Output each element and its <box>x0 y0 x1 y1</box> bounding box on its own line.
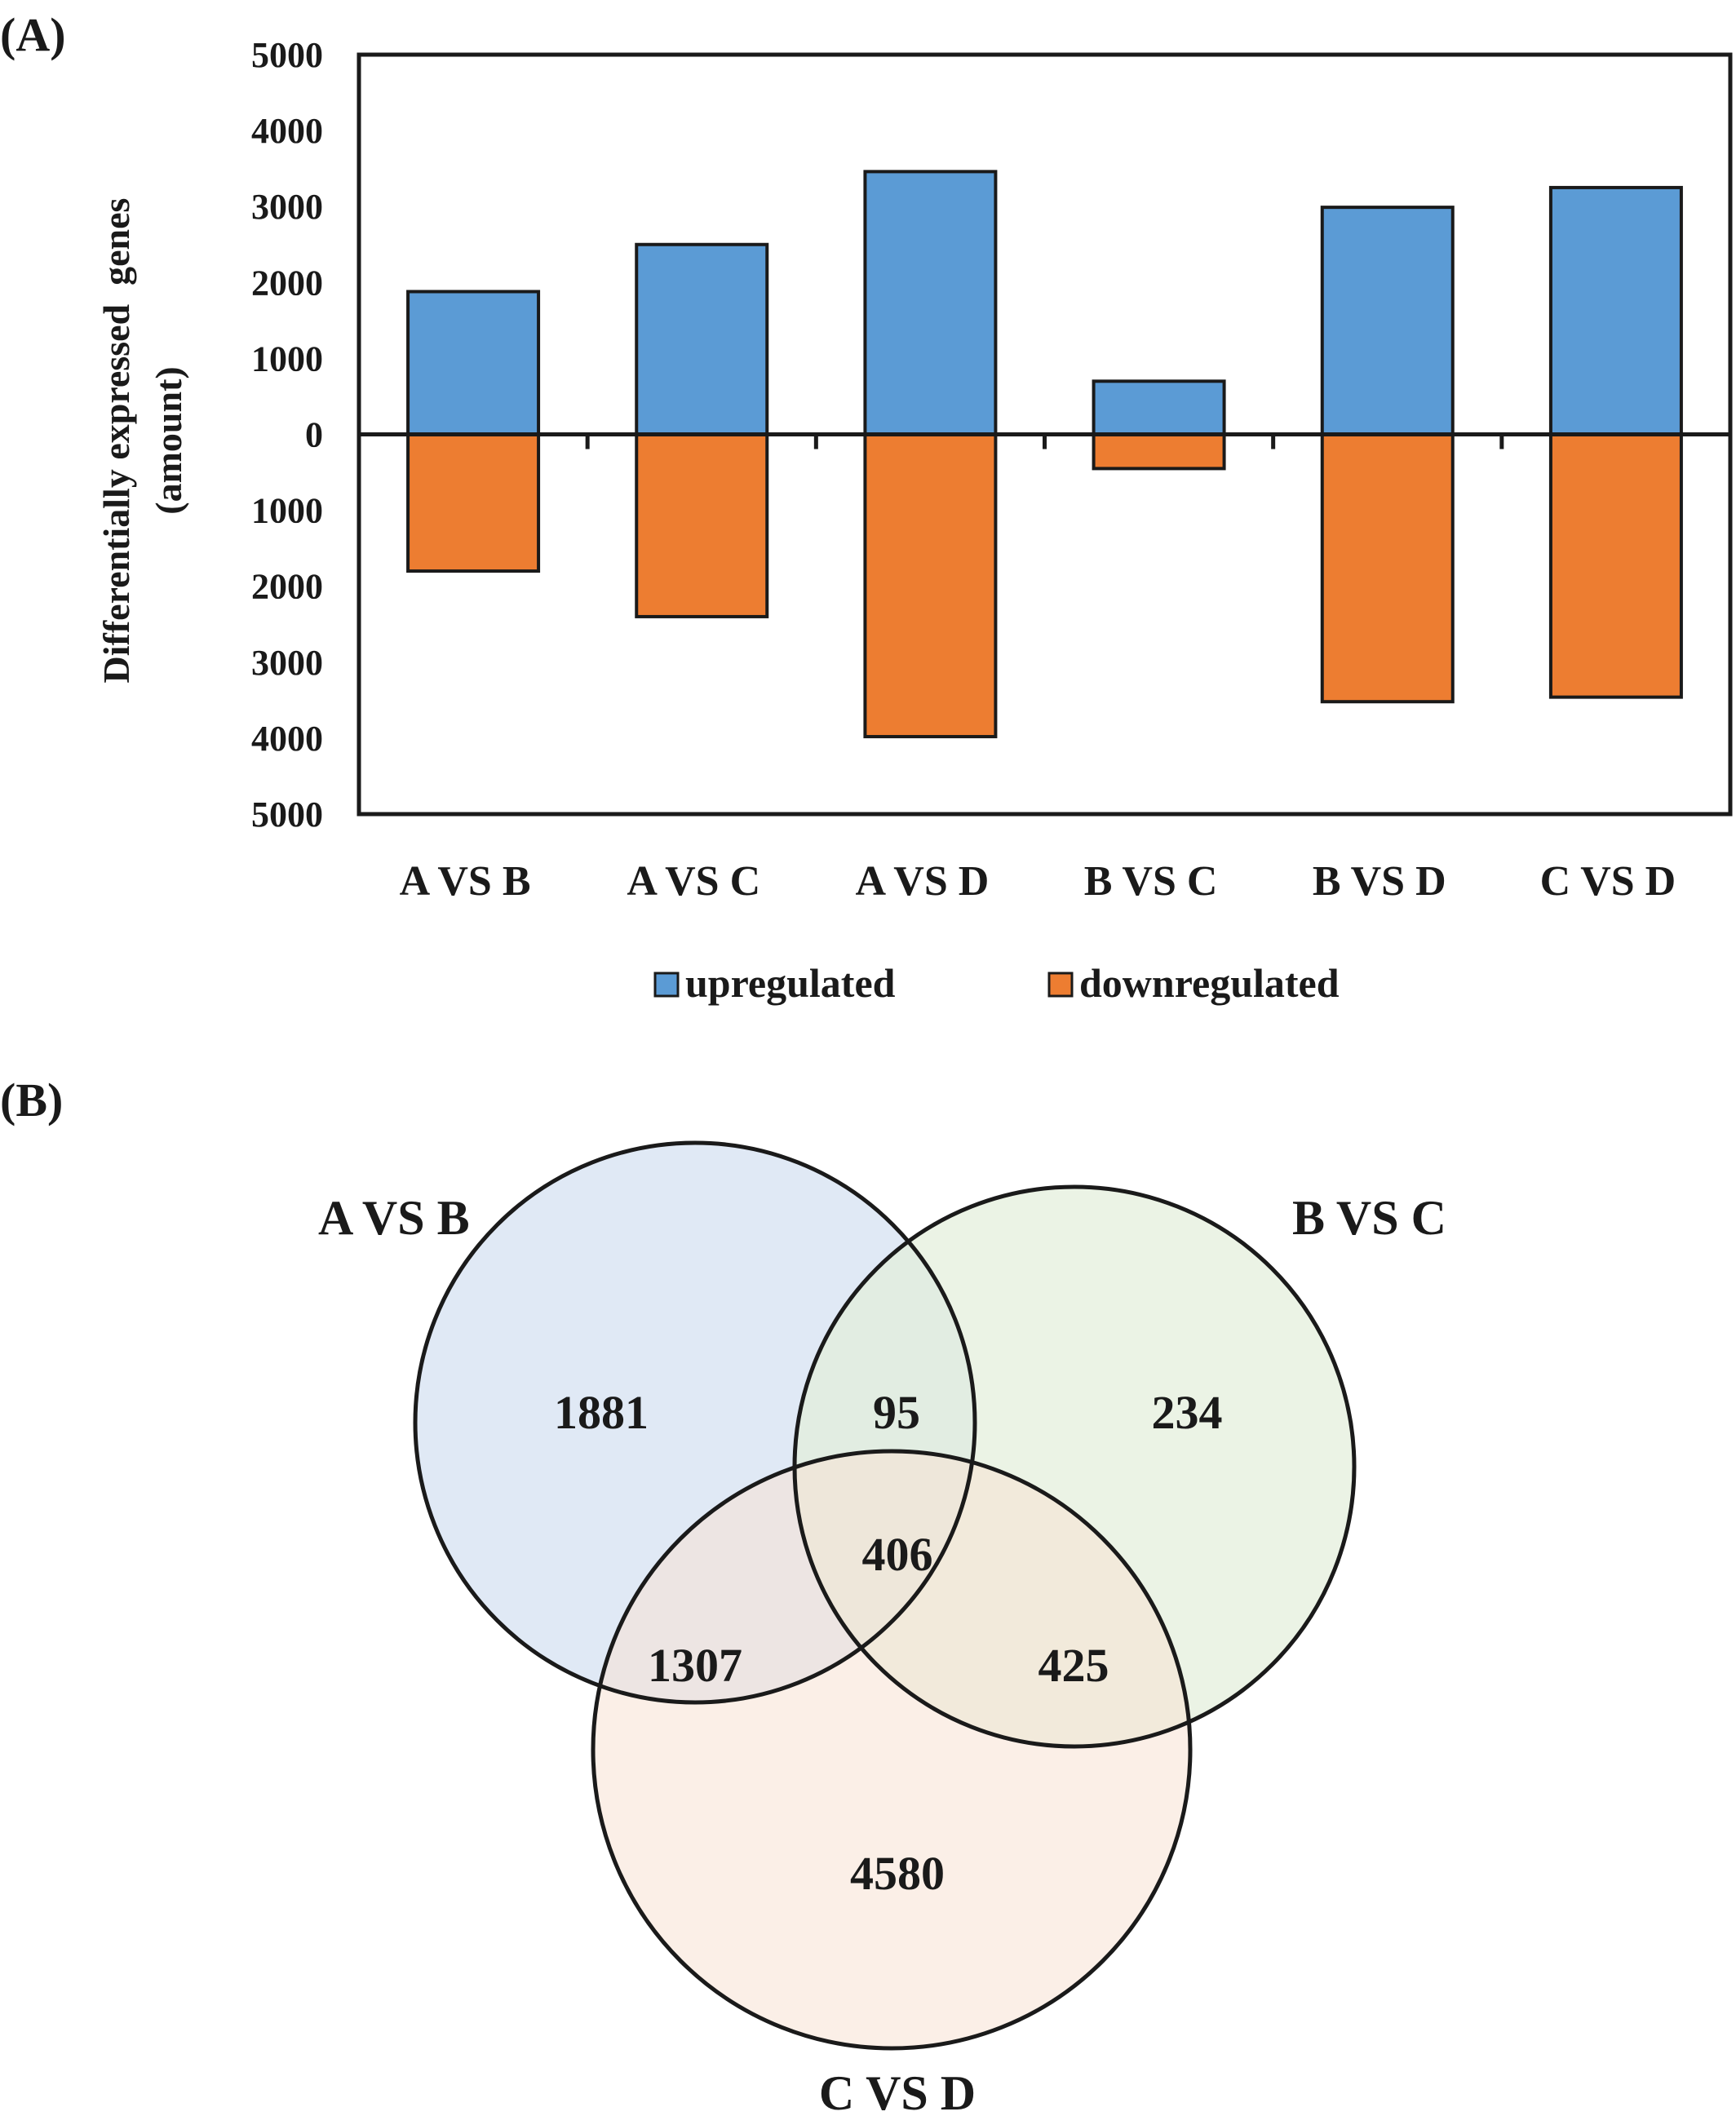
bar-upregulated <box>635 242 769 436</box>
panel-a-label: (A) <box>0 8 66 61</box>
y-axis-title: Differentially expressed genes (amount) <box>95 198 189 684</box>
y-tick-label: 4000 <box>251 719 323 759</box>
legend: upregulated downregulated <box>653 960 1340 1006</box>
y-axis-title-line1: Differentially expressed genes <box>95 198 137 684</box>
bar-downregulated <box>1320 432 1455 704</box>
y-tick-label: 5000 <box>251 35 323 75</box>
bar-downregulated <box>1092 432 1226 471</box>
bar-downregulated <box>1548 432 1683 699</box>
y-tick-label: 5000 <box>251 795 323 834</box>
bar-upregulated <box>1320 206 1455 436</box>
bar-upregulated <box>863 170 998 436</box>
x-tick-label: A VS B <box>400 858 531 905</box>
x-tick-label: A VS D <box>856 858 990 905</box>
y-tick-label: 4000 <box>251 111 323 151</box>
bar-upregulated <box>1092 379 1226 436</box>
bar-upregulated <box>406 290 541 436</box>
x-tick-labels: A VS B A VS C A VS D B VS C B VS D C VS D <box>400 858 1676 905</box>
y-axis-title-line2: (amount) <box>148 366 189 514</box>
y-tick-label: 2000 <box>251 567 323 607</box>
x-tick-label: C VS D <box>1540 858 1676 905</box>
axes <box>356 52 1733 817</box>
x-tick-label: B VS C <box>1084 858 1218 905</box>
bar-upregulated <box>1548 185 1683 436</box>
y-tick-labels: 5000 4000 3000 2000 1000 0 1000 2000 3000 4000 500… <box>251 35 323 834</box>
bar-chart: Differentially expressed genes (amount) … <box>95 35 1733 1006</box>
panel-b-label: (B) <box>0 1073 63 1127</box>
bar-downregulated <box>406 432 541 573</box>
legend-label-downregulated: downregulated <box>1079 960 1340 1006</box>
legend-label-upregulated: upregulated <box>685 960 896 1006</box>
legend-swatch-downregulated <box>1047 972 1074 998</box>
bar-downregulated <box>635 432 769 618</box>
bar-downregulated <box>863 432 998 739</box>
y-tick-label: 3000 <box>251 643 323 683</box>
y-tick-label: 0 <box>305 415 323 455</box>
y-tick-label: 1000 <box>251 339 323 378</box>
x-tick-label: B VS D <box>1313 858 1446 905</box>
y-tick-label: 1000 <box>251 491 323 531</box>
x-tick-label: A VS C <box>627 858 760 905</box>
y-tick-label: 2000 <box>251 263 323 303</box>
legend-swatch-upregulated <box>653 972 680 998</box>
y-tick-label: 3000 <box>251 187 323 227</box>
bars <box>406 170 1683 739</box>
